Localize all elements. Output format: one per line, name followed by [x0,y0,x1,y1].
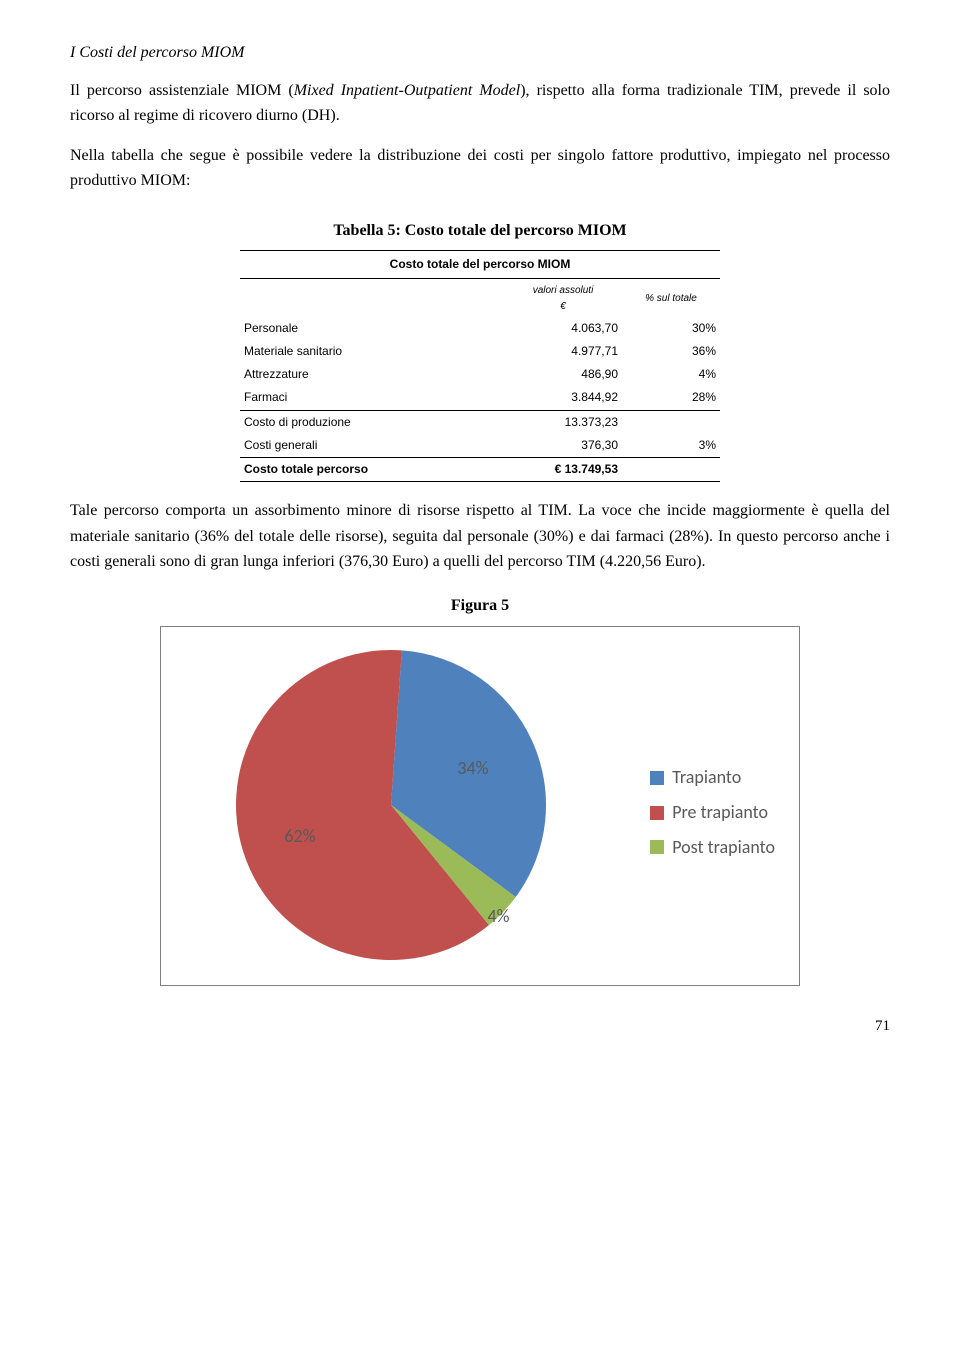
legend-item: Post trapianto [650,833,775,862]
table-row-production: Costo di produzione 13.373,23 [240,411,720,434]
pie-slice-label: 4% [487,902,509,931]
pie-chart: 34% 4% 62% Trapianto Pre trapianto Post tr… [160,626,800,986]
total-label: Costo totale percorso [240,458,504,481]
figure-title: Figura 5 [70,593,890,619]
header-pct: % sul totale [622,279,720,317]
row-label: Attrezzature [240,363,504,386]
legend-item: Trapianto [650,763,775,792]
legend-swatch [650,840,664,854]
row-value: 3.844,92 [504,386,622,409]
legend-label: Pre trapianto [672,798,768,827]
chart-legend: Trapianto Pre trapianto Post trapianto [650,757,775,867]
pie-wrap: 34% 4% 62% [231,645,551,965]
p1-text-a: Il percorso assistenziale MIOM ( [70,82,294,99]
table-row-general: Costi generali 376,30 3% [240,434,720,457]
paragraph-3: Tale percorso comporta un assorbimento m… [70,498,890,575]
p1-text-italic: Mixed Inpatient-Outpatient Model [294,82,521,99]
total-value: € 13.749,53 [504,458,622,481]
table-subtitle: Costo totale del percorso MIOM [240,251,720,278]
legend-label: Post trapianto [672,833,775,862]
row-label: Personale [240,317,504,340]
row-label: Materiale sanitario [240,340,504,363]
table-rule-bottom [240,481,720,482]
table-row-total: Costo totale percorso € 13.749,53 [240,458,720,481]
table-header-row: valori assoluti € % sul totale [240,279,720,317]
row-pct: 36% [622,340,720,363]
legend-swatch [650,806,664,820]
paragraph-1: Il percorso assistenziale MIOM (Mixed In… [70,78,890,129]
cost-table-body: valori assoluti € % sul totale Personale… [240,279,720,410]
table-row: Personale 4.063,70 30% [240,317,720,340]
paragraph-2: Nella tabella che segue è possibile vede… [70,143,890,194]
pie-slice-label: 34% [457,754,488,783]
pie-slice-label: 62% [284,822,315,851]
row-value: 4.977,71 [504,340,622,363]
row-value: 376,30 [504,434,622,457]
row-label: Farmaci [240,386,504,409]
cost-table-total: Costo totale percorso € 13.749,53 [240,458,720,481]
table-row: Attrezzature 486,90 4% [240,363,720,386]
cost-table: Costo totale del percorso MIOM valori as… [240,250,720,483]
row-pct: 3% [622,434,720,457]
row-label: Costo di produzione [240,411,504,434]
row-pct: 30% [622,317,720,340]
legend-label: Trapianto [672,763,741,792]
row-pct: 28% [622,386,720,409]
table-row: Materiale sanitario 4.977,71 36% [240,340,720,363]
table-row: Farmaci 3.844,92 28% [240,386,720,409]
table-title: Tabella 5: Costo totale del percorso MIO… [70,218,890,244]
row-value: 486,90 [504,363,622,386]
row-pct: 4% [622,363,720,386]
row-value: 4.063,70 [504,317,622,340]
section-heading: I Costi del percorso MIOM [70,40,890,66]
legend-swatch [650,771,664,785]
legend-item: Pre trapianto [650,798,775,827]
row-label: Costi generali [240,434,504,457]
row-value: 13.373,23 [504,411,622,434]
cost-table-mid: Costo di produzione 13.373,23 Costi gene… [240,411,720,457]
header-values: valori assoluti € [504,279,622,317]
page-number: 71 [70,1014,890,1038]
